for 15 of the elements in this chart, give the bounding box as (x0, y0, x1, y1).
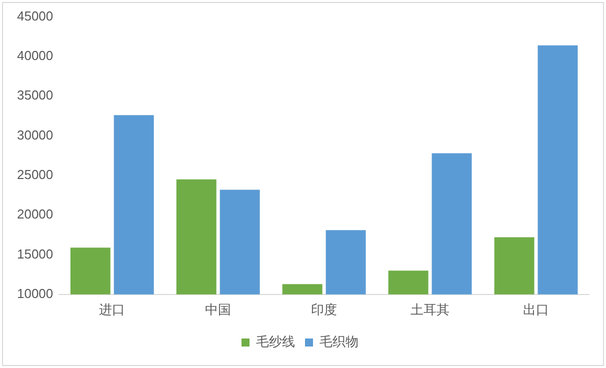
y-tick-label: 10000 (16, 286, 54, 301)
y-tick-label: 30000 (16, 127, 54, 142)
y-tick-label: 45000 (16, 8, 54, 24)
y-tick-label: 40000 (16, 48, 54, 64)
x-tick-label: 印度 (311, 302, 338, 317)
y-tick-label: 35000 (16, 88, 54, 103)
x-tick-label: 进口 (99, 302, 126, 317)
legend-label: 毛织物 (320, 334, 358, 350)
legend-label: 毛纱线 (256, 334, 295, 350)
x-tick-label: 土耳其 (410, 302, 450, 317)
y-tick-label: 15000 (16, 246, 54, 262)
x-tick-label: 中国 (205, 302, 232, 317)
y-tick-label: 20000 (16, 206, 54, 222)
y-tick-label: 25000 (16, 167, 54, 182)
x-tick-label: 出口 (523, 302, 550, 317)
